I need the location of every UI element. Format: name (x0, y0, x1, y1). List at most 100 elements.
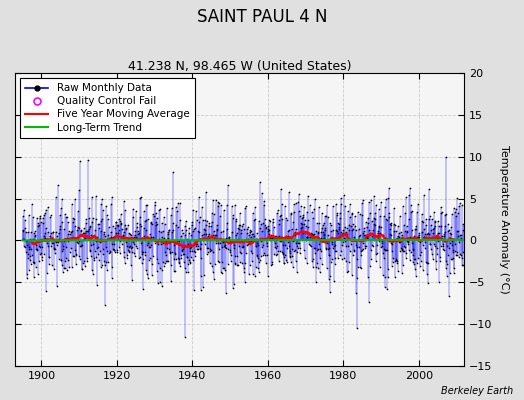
Point (85, 215, 93, 222)
Point (225, 236, 233, 242)
Point (61, 211, 69, 218)
Point (72, 252, 81, 258)
Point (160, 234, 168, 241)
Point (288, 226, 296, 232)
Point (311, 244, 319, 251)
Point (232, 218, 241, 224)
Point (277, 186, 285, 192)
Point (251, 272, 259, 279)
Point (384, 195, 392, 201)
Point (148, 260, 156, 267)
Point (215, 259, 224, 265)
Point (136, 194, 144, 201)
Point (217, 202, 225, 208)
Point (332, 248, 341, 254)
Point (432, 258, 441, 264)
Point (394, 233, 402, 239)
Point (98, 262, 106, 268)
Point (341, 232, 350, 238)
Point (181, 265, 189, 271)
Point (437, 204, 445, 210)
Point (252, 243, 260, 250)
Point (293, 249, 301, 255)
Point (170, 236, 179, 243)
Point (201, 222, 210, 229)
Point (106, 234, 115, 240)
Point (91, 238, 100, 244)
Point (169, 242, 178, 248)
Point (369, 230, 377, 237)
Point (212, 240, 221, 246)
Point (248, 230, 256, 237)
Point (280, 252, 289, 258)
Point (459, 220, 467, 227)
Point (345, 222, 354, 228)
Point (101, 233, 109, 239)
Point (232, 216, 240, 222)
Point (300, 221, 308, 228)
Point (364, 220, 373, 226)
Point (179, 246, 188, 252)
Point (400, 222, 408, 228)
Point (335, 221, 343, 227)
Point (265, 227, 274, 233)
Point (93, 233, 101, 240)
Point (123, 242, 131, 249)
Point (208, 219, 216, 225)
Point (162, 245, 171, 251)
Point (374, 206, 383, 212)
Point (264, 273, 272, 279)
Point (91, 234, 100, 241)
Point (331, 254, 339, 261)
Point (368, 218, 376, 224)
Point (303, 234, 311, 240)
Point (292, 269, 301, 275)
Point (458, 248, 467, 255)
Point (23, 242, 31, 248)
Point (416, 262, 424, 269)
Point (195, 193, 203, 200)
Point (427, 222, 435, 228)
Point (227, 258, 235, 264)
Point (59, 269, 68, 275)
Point (149, 210, 158, 217)
Point (241, 260, 249, 266)
Point (160, 214, 169, 220)
Point (291, 226, 300, 232)
Point (447, 242, 456, 248)
Point (335, 224, 343, 230)
Point (58, 196, 66, 202)
Point (233, 262, 241, 268)
Point (108, 241, 117, 248)
Point (299, 230, 307, 237)
Point (88, 219, 96, 225)
Point (404, 238, 412, 245)
Point (133, 224, 141, 230)
Point (458, 202, 466, 208)
Point (359, 230, 368, 236)
Point (204, 249, 212, 256)
Point (226, 247, 235, 253)
Point (254, 242, 262, 248)
Point (363, 224, 371, 230)
Point (430, 243, 439, 250)
Point (339, 227, 347, 233)
Point (267, 232, 276, 238)
Point (253, 253, 261, 259)
Point (392, 256, 401, 263)
Point (330, 248, 339, 254)
Point (435, 258, 444, 264)
Point (377, 224, 385, 230)
Point (289, 237, 297, 244)
Point (35, 242, 43, 249)
Point (173, 237, 181, 244)
Point (57, 219, 66, 226)
Point (81, 233, 90, 240)
Point (436, 210, 445, 216)
Point (159, 228, 167, 234)
Point (266, 236, 275, 243)
Point (126, 236, 134, 242)
Point (167, 277, 175, 284)
Point (391, 257, 400, 263)
Point (314, 264, 322, 271)
